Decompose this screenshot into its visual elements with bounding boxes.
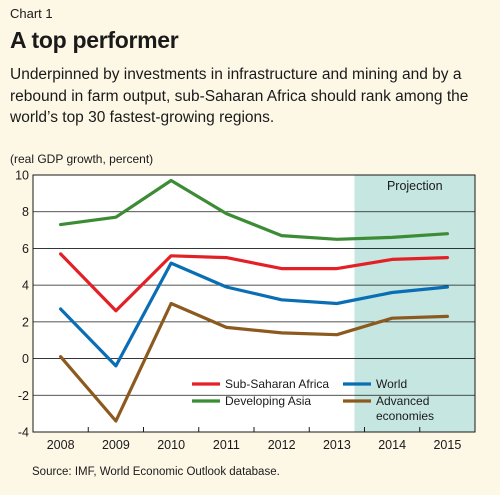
source-note: Source: IMF, World Economic Outlook data… [32, 466, 280, 478]
projection-band [354, 175, 475, 432]
x-tick-label: 2014 [378, 438, 406, 452]
y-tick-label: -2 [18, 389, 29, 403]
x-tick-label: 2012 [268, 438, 296, 452]
x-tick-label: 2009 [102, 438, 130, 452]
x-tick-label: 2015 [433, 438, 461, 452]
series-line-sub-saharan-africa [58, 252, 449, 313]
legend-label-world: World [376, 377, 407, 391]
chart-subtitle: Underpinned by investments in infrastruc… [10, 66, 469, 126]
x-tick-label: 2008 [47, 438, 75, 452]
series-line-world [58, 261, 449, 368]
y-tick-label: 6 [22, 242, 29, 256]
chart-title: A top performer [10, 27, 179, 53]
y-tick-label: -4 [18, 426, 29, 440]
y-tick-label: 4 [22, 279, 29, 293]
y-tick-label: 10 [15, 169, 29, 183]
x-tick-label: 2011 [213, 438, 240, 452]
x-tick-label: 2013 [323, 438, 351, 452]
series-line-developing-asia [58, 178, 449, 241]
y-tick-label: 2 [22, 315, 29, 329]
y-tick-label: 8 [22, 205, 29, 219]
y-tick-label: 0 [22, 352, 29, 366]
legend-label-advanced-economies: economies [376, 409, 434, 423]
y-axis-unit-label: (real GDP growth, percent) [10, 152, 154, 166]
legend-label-advanced-economies: Advanced [376, 394, 429, 408]
x-tick-label: 2010 [157, 438, 185, 452]
legend-label-sub-saharan-africa: Sub-Saharan Africa [225, 377, 329, 391]
chart-label: Chart 1 [10, 6, 53, 21]
legend-label-developing-asia: Developing Asia [225, 394, 311, 408]
projection-label: Projection [387, 179, 443, 193]
series-line-advanced-economies [58, 301, 449, 423]
